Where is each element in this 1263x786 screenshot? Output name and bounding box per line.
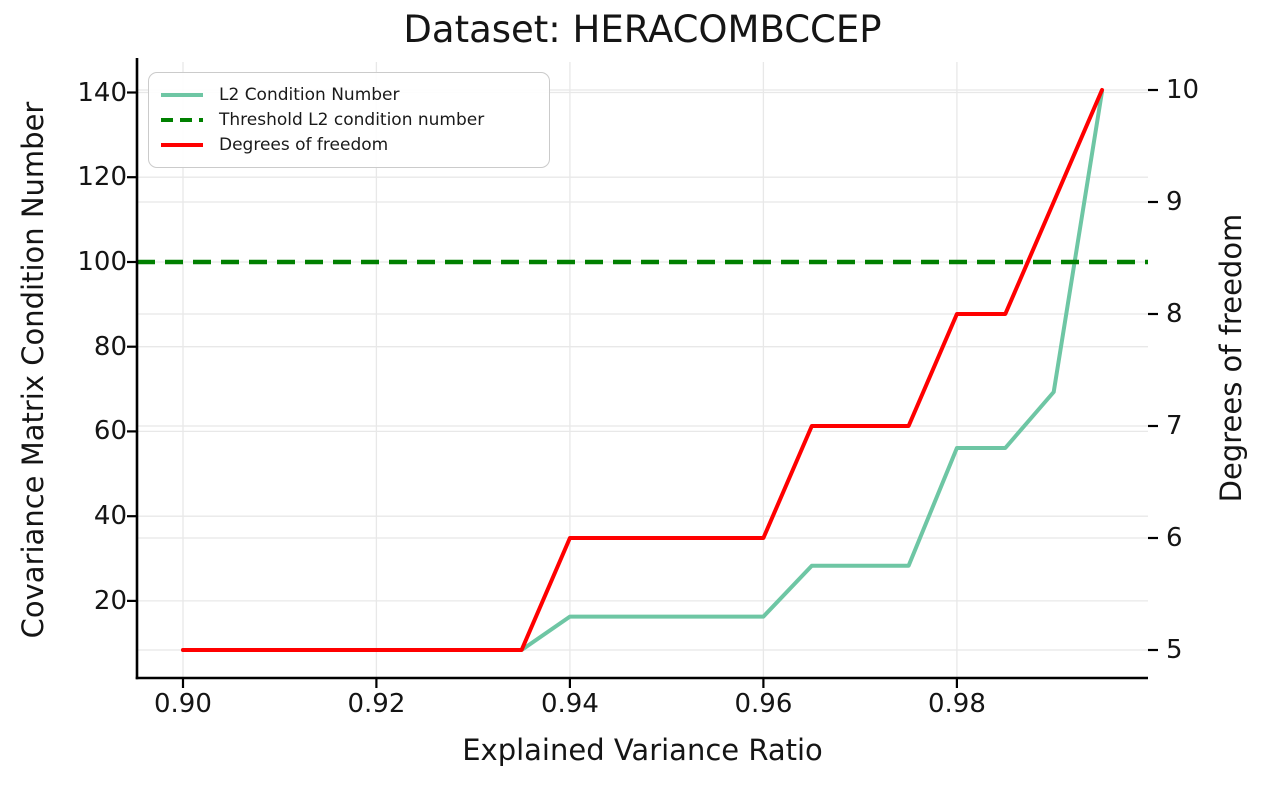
- y-tick-label-left: 80: [93, 331, 127, 362]
- l2-line-swatch-icon: [161, 92, 203, 97]
- y-tick-label-left: 60: [93, 416, 127, 447]
- x-tick-label: 0.92: [347, 689, 406, 719]
- legend-label: L2 Condition Number: [219, 84, 400, 105]
- x-tick-label: 0.90: [154, 689, 212, 719]
- y-tick-label-left: 40: [93, 501, 127, 532]
- x-tick-label: 0.94: [540, 689, 599, 719]
- y-tick-label-left: 20: [93, 585, 127, 616]
- legend-label: Threshold L2 condition number: [219, 109, 485, 130]
- y-tick-label-right: 6: [1166, 523, 1183, 553]
- y-tick-label-left: 140: [77, 77, 127, 108]
- legend-item-l2-condition-number: L2 Condition Number: [161, 82, 537, 107]
- dof-line-swatch-icon: [161, 143, 203, 148]
- threshold-dashed-line-swatch-icon: [161, 117, 203, 122]
- y-tick-label-left: 120: [77, 162, 127, 193]
- x-tick-label: 0.96: [734, 689, 793, 719]
- x-tick-label: 0.98: [927, 689, 986, 719]
- y-tick-label-right: 7: [1166, 411, 1183, 441]
- y-tick-label-right: 8: [1166, 299, 1183, 329]
- y-tick-label-right: 5: [1166, 635, 1183, 665]
- x-axis-label: Explained Variance Ratio: [462, 733, 823, 767]
- legend-label: Degrees of freedom: [219, 135, 389, 156]
- y-tick-label-left: 100: [77, 246, 127, 277]
- legend-item-degrees-of-freedom: Degrees of freedom: [161, 133, 537, 158]
- legend: L2 Condition Number Threshold L2 conditi…: [148, 72, 550, 168]
- y-tick-label-right: 9: [1166, 187, 1183, 217]
- y-tick-label-right: 10: [1166, 75, 1200, 105]
- legend-item-threshold: Threshold L2 condition number: [161, 107, 537, 132]
- chart-title: Dataset: HERACOMBCCEP: [403, 8, 882, 51]
